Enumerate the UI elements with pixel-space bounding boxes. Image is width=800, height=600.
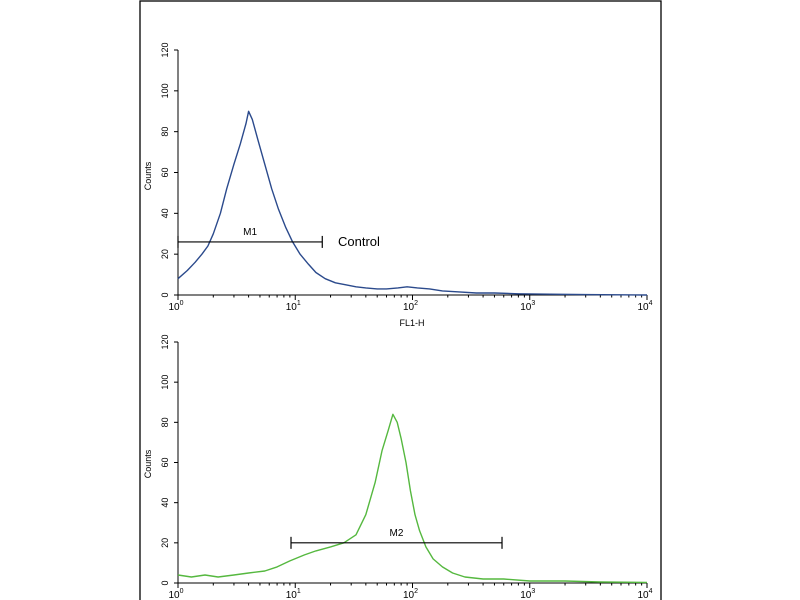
top-x-axis-label: FL1-H xyxy=(399,318,424,328)
top-y-tick-label: 80 xyxy=(160,127,170,137)
top-y-tick-label: 60 xyxy=(160,167,170,177)
bottom-x-tick-label: 103 xyxy=(520,588,535,600)
control-annotation: Control xyxy=(338,234,380,249)
top-x-tick-label: 104 xyxy=(637,300,652,313)
top-gate-label: M1 xyxy=(243,227,257,238)
bottom-y-tick-label: 20 xyxy=(160,538,170,548)
top-y-axis: 0 20 40 60 80 100 120 xyxy=(160,42,179,298)
top-y-tick-label: 120 xyxy=(160,42,170,57)
bottom-histogram-line xyxy=(177,413,648,584)
bottom-y-axis-label: Counts xyxy=(143,449,153,478)
top-y-tick-label: 40 xyxy=(160,208,170,218)
bottom-y-tick-label: 0 xyxy=(160,580,170,585)
top-y-tick-label: 20 xyxy=(160,249,170,259)
bottom-x-tick-label: 104 xyxy=(637,588,652,600)
bottom-y-tick-label: 120 xyxy=(160,334,170,349)
top-x-tick-label: 101 xyxy=(286,300,301,313)
bottom-x-axis: 100 101 102 103 104 xyxy=(168,582,653,600)
bottom-y-tick-label: 40 xyxy=(160,498,170,508)
bottom-y-tick-label: 60 xyxy=(160,457,170,467)
top-y-tick-label: 0 xyxy=(160,292,170,297)
bottom-x-tick-label: 101 xyxy=(286,588,301,600)
bottom-y-axis: 0 20 40 60 80 100 120 xyxy=(160,334,179,586)
bottom-x-tick-label: 100 xyxy=(168,588,183,600)
bottom-histogram-panel: 0 20 40 60 80 100 120 100 101 102 103 104 Counts M… xyxy=(143,334,653,600)
figure-border xyxy=(139,0,662,600)
top-x-tick-label: 103 xyxy=(520,300,535,313)
bottom-gate-label: M2 xyxy=(390,528,404,539)
top-y-tick-label: 100 xyxy=(160,83,170,98)
bottom-x-tick-label: 102 xyxy=(403,588,418,600)
top-y-axis-label: Counts xyxy=(143,161,153,190)
top-x-tick-label: 100 xyxy=(168,300,183,313)
bottom-y-tick-label: 80 xyxy=(160,417,170,427)
top-histogram-panel: 0 20 40 60 80 100 120 100 101 102 103 104 Counts F… xyxy=(143,42,653,328)
top-x-tick-label: 102 xyxy=(403,300,418,313)
bottom-y-tick-label: 100 xyxy=(160,375,170,390)
top-histogram-line xyxy=(177,110,648,296)
top-x-axis: 100 101 102 103 104 xyxy=(168,294,653,313)
